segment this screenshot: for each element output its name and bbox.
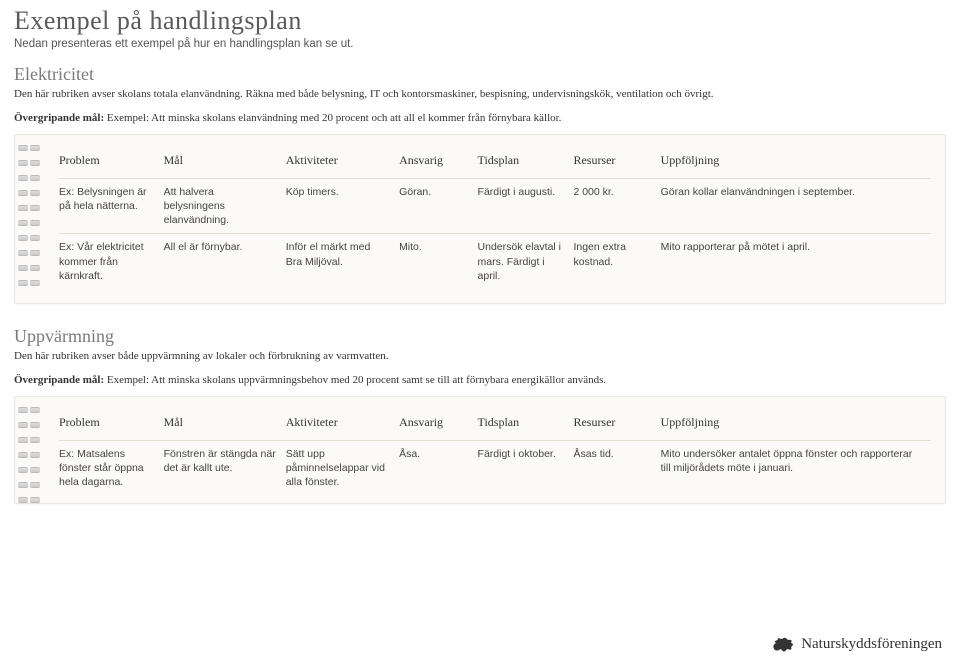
electricity-table: ProblemMålAktiviteterAnsvarigTidsplanRes… — [59, 149, 931, 289]
electricity-sheet: ProblemMålAktiviteterAnsvarigTidsplanRes… — [14, 134, 946, 304]
spiral-binding-icon — [15, 135, 45, 303]
table-cell: All el är förnybar. — [164, 234, 286, 289]
section-heating-heading: Uppvärmning — [14, 326, 946, 347]
table-cell: Ex: Belysningen är på hela nätterna. — [59, 178, 164, 234]
heating-goal-label: Övergripande mål: — [14, 374, 104, 386]
spiral-binding-icon — [15, 397, 45, 504]
table-cell: Ex: Matsalens fönster står öppna hela da… — [59, 440, 164, 495]
heating-goal-text: Exempel: Att minska skolans uppvärmnings… — [104, 374, 606, 386]
column-header: Aktiviteter — [286, 411, 399, 441]
section-electricity-intro: Den här rubriken avser skolans totala el… — [14, 87, 946, 102]
table-cell: Mito rapporterar på mötet i april. — [661, 234, 931, 289]
column-header: Problem — [59, 411, 164, 441]
column-header: Resurser — [573, 411, 660, 441]
table-cell: Mito. — [399, 234, 477, 289]
electricity-goal-text: Exempel: Att minska skolans elanvändning… — [104, 112, 561, 124]
falcon-icon — [771, 634, 795, 654]
column-header: Mål — [164, 149, 286, 179]
table-cell: Färdigt i augusti. — [478, 178, 574, 234]
column-header: Resurser — [573, 149, 660, 179]
table-cell: Sätt upp påminnelselappar vid alla fönst… — [286, 440, 399, 495]
table-cell: Fönstren är stängda när det är kallt ute… — [164, 440, 286, 495]
section-electricity-heading: Elektricitet — [14, 64, 946, 85]
column-header: Tidsplan — [478, 149, 574, 179]
table-cell: Ingen extra kostnad. — [573, 234, 660, 289]
column-header: Uppföljning — [661, 149, 931, 179]
column-header: Aktiviteter — [286, 149, 399, 179]
table-cell: 2 000 kr. — [573, 178, 660, 234]
table-cell: Att halvera belysningens elanvändning. — [164, 178, 286, 234]
table-cell: Åsas tid. — [573, 440, 660, 495]
page-title: Exempel på handlingsplan — [14, 6, 946, 36]
table-cell: Mito undersöker antalet öppna fönster oc… — [661, 440, 931, 495]
column-header: Tidsplan — [478, 411, 574, 441]
logo: Naturskyddsföreningen — [771, 634, 942, 654]
table-cell: Inför el märkt med Bra Miljöval. — [286, 234, 399, 289]
table-row: Ex: Belysningen är på hela nätterna.Att … — [59, 178, 931, 234]
page-subtitle: Nedan presenteras ett exempel på hur en … — [14, 38, 946, 50]
electricity-goal-label: Övergripande mål: — [14, 112, 104, 124]
table-row: Ex: Vår elektricitet kommer från kärnkra… — [59, 234, 931, 289]
table-row: Ex: Matsalens fönster står öppna hela da… — [59, 440, 931, 495]
heating-sheet: ProblemMålAktiviteterAnsvarigTidsplanRes… — [14, 396, 946, 505]
table-cell: Undersök elavtal i mars. Färdigt i april… — [478, 234, 574, 289]
column-header: Mål — [164, 411, 286, 441]
logo-text: Naturskyddsföreningen — [801, 636, 942, 653]
column-header: Ansvarig — [399, 411, 477, 441]
table-cell: Köp timers. — [286, 178, 399, 234]
column-header: Uppföljning — [661, 411, 931, 441]
heating-goal: Övergripande mål: Exempel: Att minska sk… — [14, 374, 946, 386]
table-cell: Färdigt i oktober. — [478, 440, 574, 495]
electricity-goal: Övergripande mål: Exempel: Att minska sk… — [14, 112, 946, 124]
table-cell: Åsa. — [399, 440, 477, 495]
table-cell: Göran kollar elanvändningen i september. — [661, 178, 931, 234]
column-header: Problem — [59, 149, 164, 179]
table-cell: Ex: Vår elektricitet kommer från kärnkra… — [59, 234, 164, 289]
column-header: Ansvarig — [399, 149, 477, 179]
table-cell: Göran. — [399, 178, 477, 234]
heating-table: ProblemMålAktiviteterAnsvarigTidsplanRes… — [59, 411, 931, 496]
section-heating-intro: Den här rubriken avser både uppvärmning … — [14, 349, 946, 364]
